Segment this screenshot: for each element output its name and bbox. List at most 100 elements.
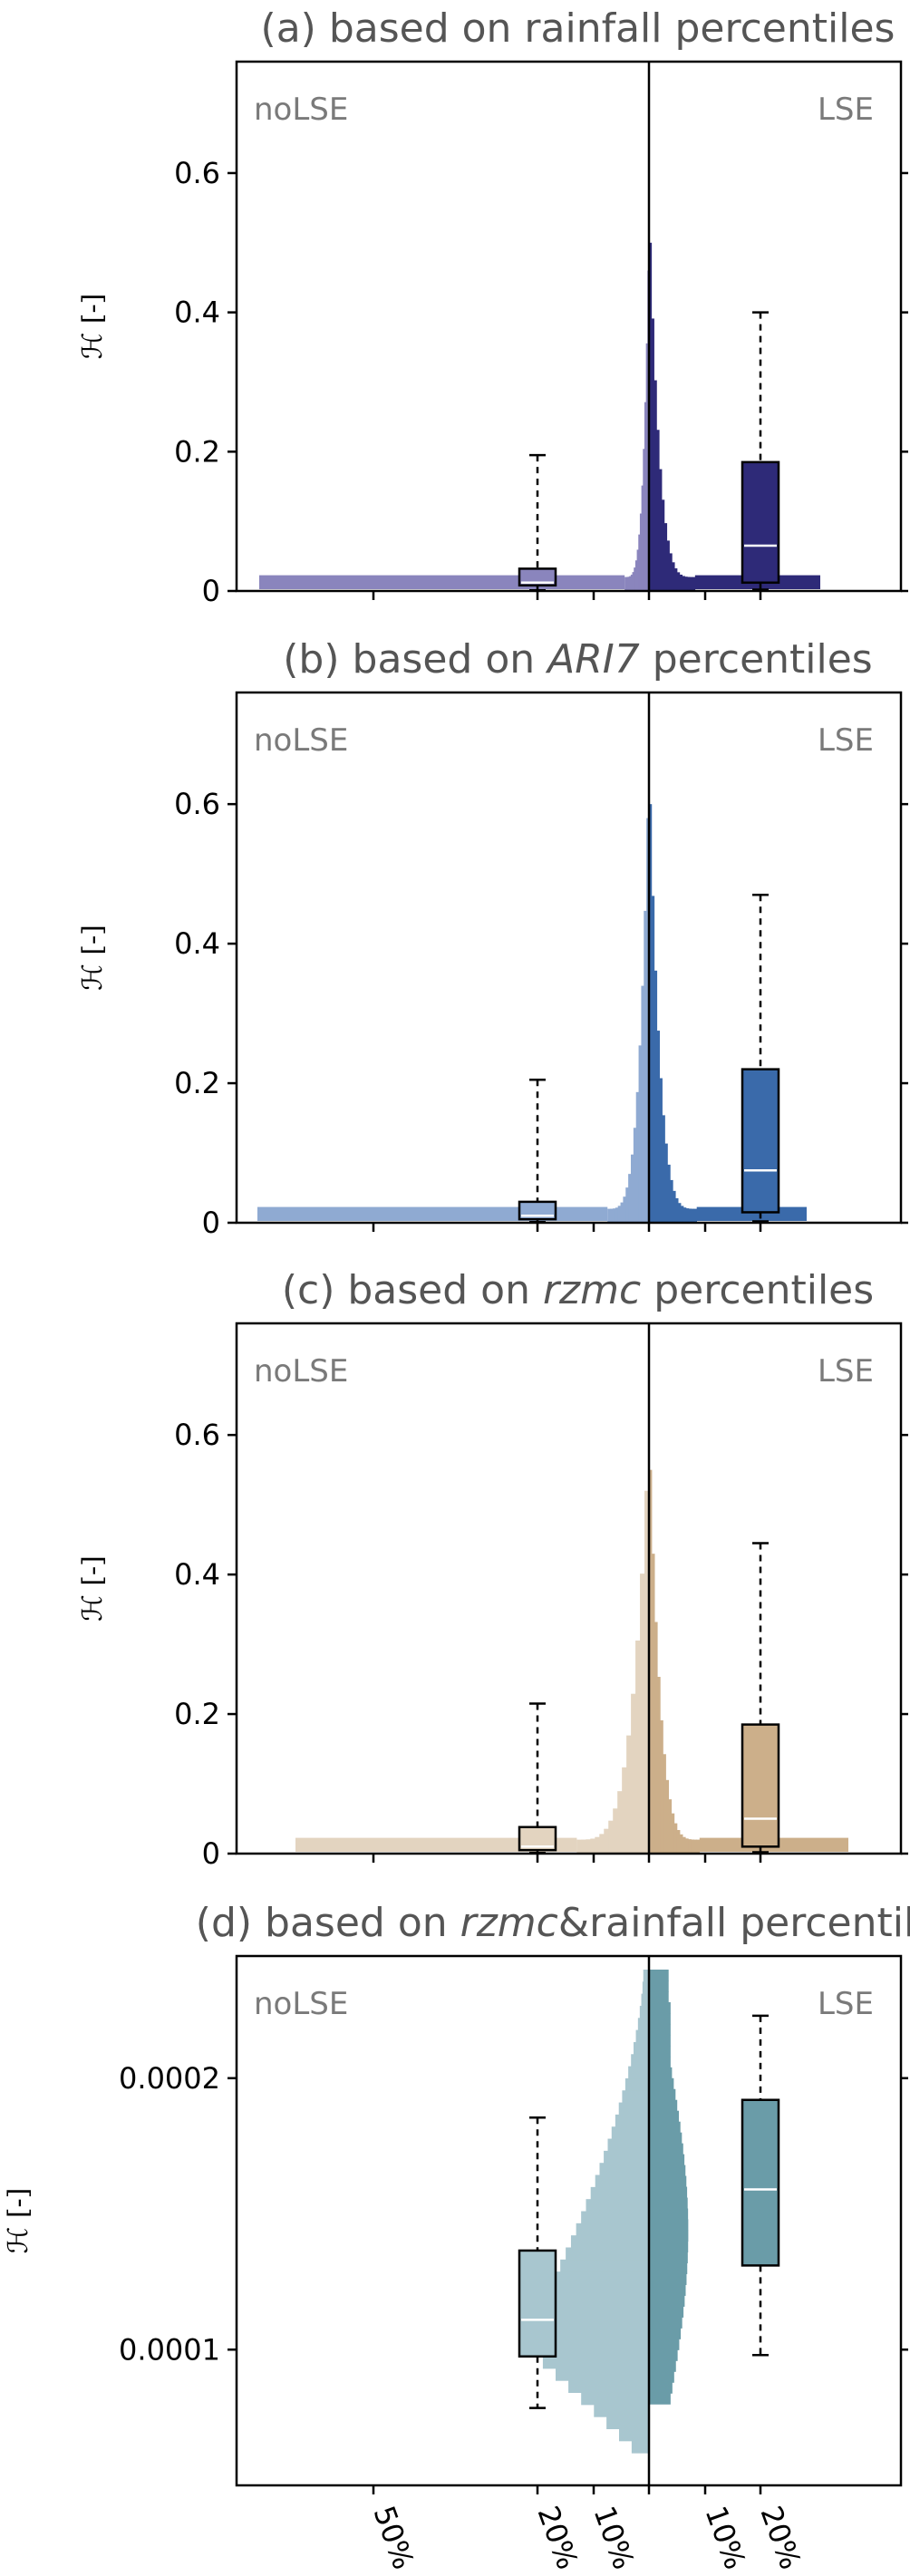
- hist-bar: [649, 2001, 671, 2014]
- hist-bar: [651, 896, 655, 1223]
- hist-bar: [649, 2056, 671, 2068]
- hist-bar: [696, 1839, 701, 1854]
- hist-bar: [649, 2317, 682, 2329]
- hist-bar: [615, 1207, 619, 1223]
- hist-bar: [668, 1799, 673, 1854]
- hist-bar: [607, 1208, 611, 1223]
- xtick-label: 10%: [698, 2502, 752, 2574]
- hist-bar: [633, 2041, 649, 2055]
- hist-bar: [649, 2077, 674, 2090]
- boxplot-noLSE: [518, 1078, 557, 1224]
- hist-bar: [658, 469, 663, 591]
- hist-bar: [632, 572, 634, 591]
- hist-bar: [610, 1208, 614, 1223]
- hist-bar: [641, 985, 644, 1223]
- panel-title: (b) based on ARI7 percentiles: [283, 636, 872, 683]
- hist-bar: [649, 2262, 688, 2274]
- hist-bar: [590, 1838, 595, 1854]
- LSE-label: LSE: [818, 92, 874, 128]
- hist-bar: [543, 2295, 649, 2309]
- hist-bar: [556, 2368, 649, 2381]
- hist-bar: [649, 2197, 688, 2210]
- hist-bar: [560, 2259, 649, 2272]
- hist-bar: [649, 2132, 682, 2145]
- hist-bar: [651, 318, 654, 591]
- hist-bar: [604, 1828, 609, 1854]
- hist-bar: [649, 2339, 680, 2350]
- hist-bar: [665, 1779, 669, 1854]
- hist-bar: [649, 1990, 669, 2003]
- xtick-label: 50%: [366, 2502, 421, 2574]
- hist-bar: [664, 1143, 668, 1223]
- hist-bar: [649, 2273, 687, 2285]
- title-part: rzmc: [460, 1900, 558, 1946]
- hist-bar: [693, 1208, 697, 1223]
- hist-bar: [625, 576, 629, 591]
- hist-bar: [649, 2371, 674, 2383]
- hist-bar: [649, 2360, 676, 2372]
- hist-bar: [673, 568, 678, 591]
- hist-bar: [693, 1839, 697, 1854]
- hist-bar: [685, 1838, 689, 1854]
- hist-bar: [635, 2029, 649, 2043]
- hist-bar: [649, 1969, 669, 1981]
- hist-bar-tail-left: [295, 1837, 577, 1852]
- hist-bar: [649, 2034, 671, 2047]
- hist-bar: [625, 1187, 629, 1223]
- noLSE-label: noLSE: [254, 92, 348, 128]
- hist-bar: [649, 2284, 686, 2296]
- hist-bar: [590, 2186, 649, 2200]
- xtick-label: 20%: [530, 2502, 585, 2574]
- hist-bar: [612, 1208, 616, 1223]
- hist-bar: [649, 2164, 686, 2177]
- hist-bar: [599, 2163, 649, 2176]
- hist-bar: [649, 2045, 671, 2058]
- hist-bar: [638, 534, 641, 591]
- hist-bar: [531, 2319, 649, 2333]
- hist-bar: [674, 1197, 679, 1223]
- hist-bar: [660, 1719, 663, 1854]
- hist-bar: [639, 2005, 649, 2019]
- hist-bar: [649, 2306, 684, 2318]
- hist-bar: [634, 560, 638, 591]
- boxplot-noLSE: [518, 1702, 557, 1855]
- hist-bar: [676, 572, 681, 591]
- hist-bar: [644, 402, 647, 591]
- hist-bar: [649, 2067, 673, 2079]
- hist-bar: [667, 1164, 671, 1223]
- hist-bar: [604, 2150, 649, 2164]
- hist-bar: [688, 1839, 692, 1854]
- hist-bar: [649, 2230, 689, 2242]
- panel-c: (c) based on rzmc percentiles 0 0.2 0.4 0.6 ℋ…: [77, 1267, 908, 1871]
- hist-bar: [682, 576, 685, 591]
- hist-bar: [659, 1078, 663, 1223]
- hist-bar: [542, 2356, 649, 2369]
- hist-bar: [670, 1179, 673, 1223]
- hist-bar: [649, 2143, 683, 2155]
- hist-bar: [581, 1839, 586, 1854]
- hist-bar: [684, 576, 688, 591]
- title-part: percentiles: [641, 1267, 874, 1313]
- boxplot-noLSE: [518, 453, 557, 592]
- LSE-label: LSE: [818, 722, 874, 759]
- title-part: (c) based on: [282, 1267, 543, 1313]
- hist-bar: [631, 2440, 649, 2454]
- hist-bar: [611, 2126, 649, 2140]
- LSE-label: LSE: [818, 1986, 874, 2022]
- panel-b: (b) based on ARI7 percentiles 0 0.2 0.4 0.6 ℋ…: [77, 636, 908, 1240]
- hist-bar: [676, 1829, 681, 1854]
- hist-bar: [624, 576, 627, 591]
- y-axis-label: ℋ [-]: [77, 294, 109, 360]
- hist-bar: [642, 1981, 649, 1995]
- ytick-label: 0: [202, 1836, 220, 1871]
- panel-title: (d) based on rzmc&rainfall percentiles: [196, 1900, 910, 1946]
- hist-bar: [576, 2223, 649, 2236]
- hist-bar: [691, 1839, 694, 1854]
- hist-bar: [566, 2247, 649, 2261]
- ytick-label: 0.0001: [119, 2332, 220, 2367]
- hist-bar: [649, 2241, 689, 2253]
- hist-bar: [648, 1469, 653, 1854]
- box-iqr: [741, 2098, 780, 2267]
- ytick-label: 0.4: [174, 295, 220, 330]
- hist-bar: [649, 2175, 687, 2188]
